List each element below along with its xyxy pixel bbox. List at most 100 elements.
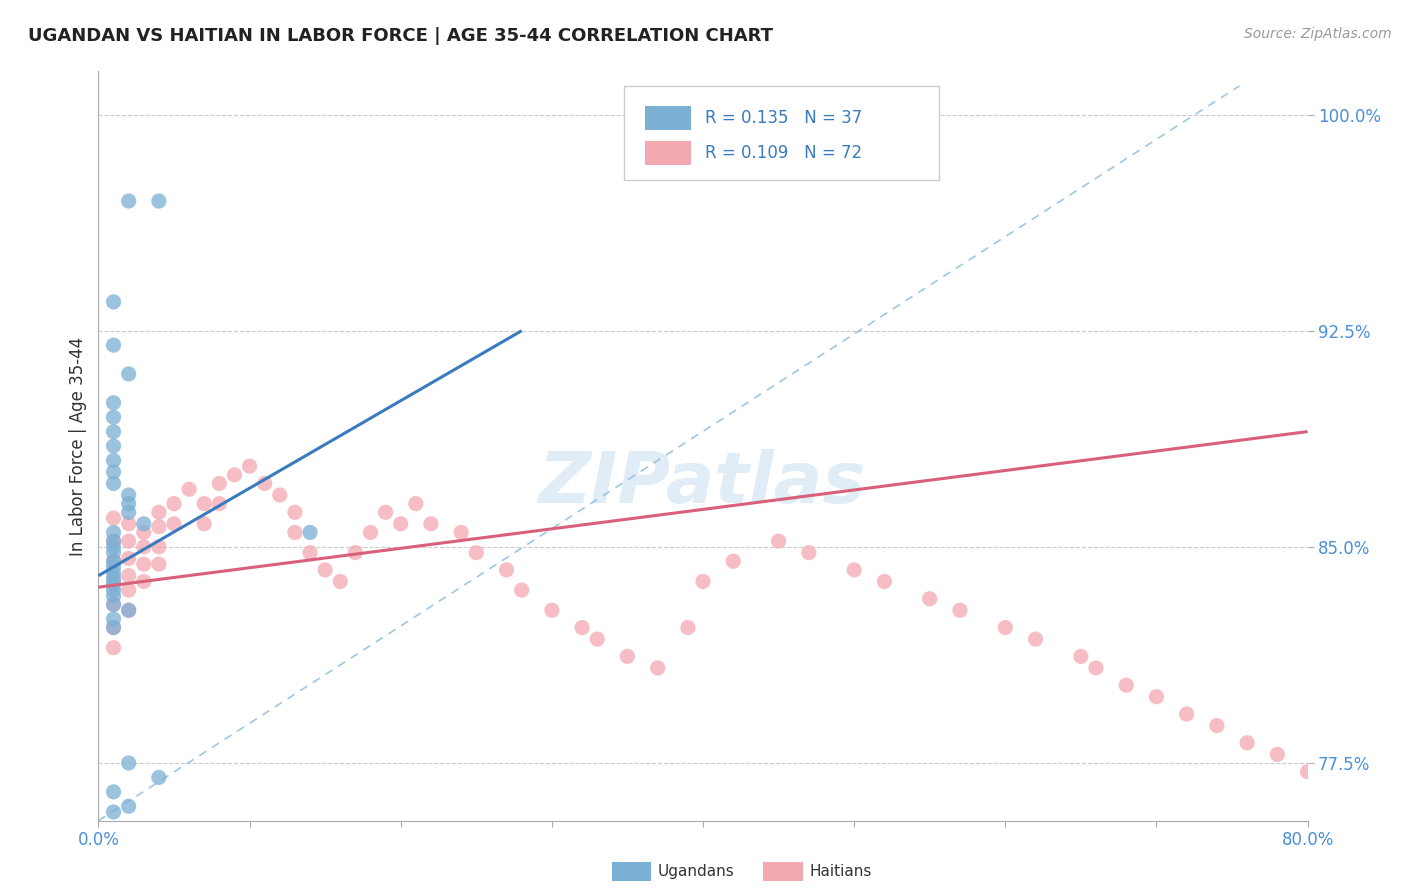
Point xyxy=(360,525,382,540)
Point xyxy=(103,534,125,549)
Point xyxy=(1296,764,1319,779)
Point xyxy=(495,563,517,577)
Point xyxy=(208,497,231,511)
Point xyxy=(132,557,155,571)
Point xyxy=(103,612,125,626)
Text: Source: ZipAtlas.com: Source: ZipAtlas.com xyxy=(1244,27,1392,41)
Point xyxy=(949,603,972,617)
Point xyxy=(420,516,443,531)
Point xyxy=(676,621,699,635)
Point xyxy=(103,621,125,635)
Text: ZIPatlas: ZIPatlas xyxy=(540,449,866,518)
Point xyxy=(193,516,215,531)
Text: R = 0.109   N = 72: R = 0.109 N = 72 xyxy=(706,144,862,162)
Point xyxy=(103,554,125,568)
Point xyxy=(118,568,141,582)
Point xyxy=(329,574,352,589)
Point xyxy=(118,756,141,770)
Point xyxy=(1024,632,1046,646)
Point xyxy=(118,497,141,511)
Point xyxy=(692,574,714,589)
Point xyxy=(1070,649,1092,664)
Point xyxy=(873,574,896,589)
Point xyxy=(994,621,1017,635)
Point xyxy=(103,640,125,655)
Point xyxy=(269,488,291,502)
Point xyxy=(118,488,141,502)
Point xyxy=(510,583,533,598)
Point xyxy=(224,467,246,482)
Point xyxy=(148,519,170,533)
Point xyxy=(103,583,125,598)
Point xyxy=(118,516,141,531)
Point xyxy=(103,574,125,589)
Point xyxy=(103,598,125,612)
Point xyxy=(103,598,125,612)
Point xyxy=(118,583,141,598)
FancyBboxPatch shape xyxy=(645,141,690,165)
Point xyxy=(284,505,307,519)
Point xyxy=(103,572,125,586)
Point xyxy=(1115,678,1137,692)
Point xyxy=(1267,747,1289,762)
Point xyxy=(314,563,336,577)
Point xyxy=(103,540,125,554)
Point xyxy=(118,194,141,208)
Point xyxy=(148,194,170,208)
Point xyxy=(918,591,941,606)
Point xyxy=(103,525,125,540)
Point xyxy=(103,785,125,799)
Text: Ugandans: Ugandans xyxy=(658,864,735,879)
Point xyxy=(132,540,155,554)
Point xyxy=(103,425,125,439)
Point xyxy=(103,534,125,549)
FancyBboxPatch shape xyxy=(624,87,939,180)
Point xyxy=(374,505,396,519)
Point xyxy=(239,459,262,474)
Point xyxy=(768,534,790,549)
Point xyxy=(103,589,125,603)
Point xyxy=(118,551,141,566)
Point xyxy=(132,525,155,540)
Point xyxy=(465,546,488,560)
Point xyxy=(118,367,141,381)
Point xyxy=(103,453,125,467)
Point xyxy=(148,505,170,519)
Point xyxy=(103,560,125,574)
Point xyxy=(389,516,412,531)
Point xyxy=(405,497,427,511)
Point xyxy=(118,603,141,617)
Point xyxy=(450,525,472,540)
Point xyxy=(148,771,170,785)
Point xyxy=(1144,690,1167,704)
Point xyxy=(844,563,866,577)
Point xyxy=(118,505,141,519)
Point xyxy=(103,566,125,580)
Point xyxy=(163,516,186,531)
Point xyxy=(132,574,155,589)
Point xyxy=(118,603,141,617)
Point xyxy=(299,525,322,540)
Point xyxy=(103,396,125,410)
Point xyxy=(148,540,170,554)
Text: R = 0.135   N = 37: R = 0.135 N = 37 xyxy=(706,109,863,127)
Point xyxy=(103,439,125,453)
Y-axis label: In Labor Force | Age 35-44: In Labor Force | Age 35-44 xyxy=(69,336,87,556)
Point xyxy=(103,410,125,425)
Text: Haitians: Haitians xyxy=(810,864,872,879)
Point xyxy=(103,476,125,491)
Point xyxy=(723,554,745,568)
Point xyxy=(103,465,125,479)
Point xyxy=(103,294,125,309)
Point xyxy=(797,546,820,560)
Point xyxy=(1085,661,1108,675)
Point xyxy=(1206,718,1229,732)
Point xyxy=(284,525,307,540)
Point xyxy=(103,577,125,591)
Point xyxy=(163,497,186,511)
Point xyxy=(103,338,125,352)
Point xyxy=(148,557,170,571)
Point xyxy=(571,621,593,635)
Point xyxy=(540,603,562,617)
Point xyxy=(586,632,609,646)
